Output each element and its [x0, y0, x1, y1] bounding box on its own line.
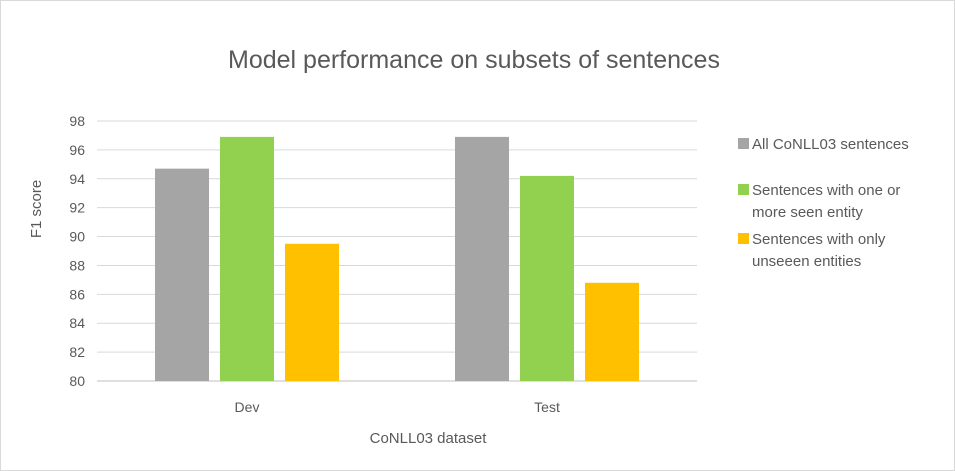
- legend-swatch: [738, 233, 749, 244]
- bar-test-series-2: [520, 175, 574, 381]
- x-tick-label: Test: [534, 399, 560, 415]
- bar-dev-series-1: [155, 168, 209, 381]
- legend-swatch: [738, 184, 749, 195]
- y-tick-label: 80: [69, 373, 85, 389]
- bar-test-series-3: [585, 282, 639, 381]
- y-axis-ticks: 80 82 84 86 88 90 92 94 96 98: [69, 113, 85, 389]
- y-tick-label: 96: [69, 142, 85, 158]
- y-tick-label: 86: [69, 286, 85, 302]
- chart-title: Model performance on subsets of sentence…: [228, 46, 720, 74]
- bar-dev-series-3: [285, 243, 339, 381]
- bar-dev-series-2: [220, 136, 274, 381]
- x-axis-ticks: Dev Test: [235, 399, 560, 415]
- y-tick-label: 84: [69, 315, 85, 331]
- y-tick-label: 82: [69, 344, 85, 360]
- x-tick-label: Dev: [235, 399, 260, 415]
- legend-label: Sentences with only unseeen entities: [752, 231, 886, 270]
- y-tick-label: 94: [69, 171, 85, 187]
- y-tick-label: 90: [69, 229, 85, 245]
- y-axis-title: F1 score: [28, 180, 45, 238]
- legend-label: All CoNLL03 sentences: [752, 136, 909, 153]
- y-tick-label: 88: [69, 257, 85, 273]
- bars: [155, 136, 639, 381]
- y-tick-label: 98: [69, 113, 85, 129]
- legend: All CoNLL03 sentences Sentences with one …: [738, 136, 909, 270]
- y-tick-label: 92: [69, 200, 85, 216]
- x-axis-title: CoNLL03 dataset: [370, 430, 488, 447]
- legend-swatch: [738, 138, 749, 149]
- bar-test-series-1: [455, 136, 509, 381]
- legend-label: Sentences with one or more seen entity: [752, 182, 900, 221]
